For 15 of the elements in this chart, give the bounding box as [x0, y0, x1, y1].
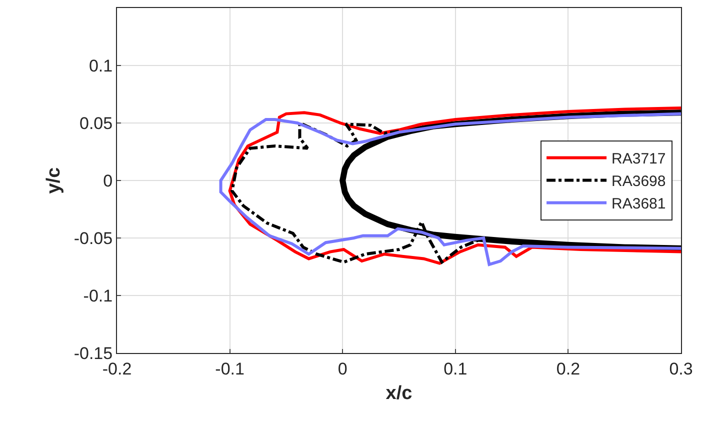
legend-label: RA3717	[612, 150, 666, 168]
y-axis-title: y/c	[44, 166, 65, 194]
legend-label: RA3681	[612, 196, 666, 213]
y-tick-label: -0.05	[74, 228, 113, 248]
x-tick-label: 0	[338, 359, 348, 378]
y-tick-label: 0.05	[80, 114, 113, 133]
x-tick-label: 0.2	[556, 359, 580, 378]
y-tick-label: -0.1	[83, 286, 113, 306]
x-tick-label: 0.1	[444, 359, 468, 378]
legend-label: RA3698	[612, 173, 666, 190]
y-tick-label: 0.1	[88, 56, 113, 76]
y-tick-label: 0	[103, 171, 113, 190]
x-axis-title: x/c	[386, 383, 413, 404]
x-tick-label: -0.1	[215, 359, 244, 378]
x-tick-label: 0.3	[669, 359, 693, 378]
